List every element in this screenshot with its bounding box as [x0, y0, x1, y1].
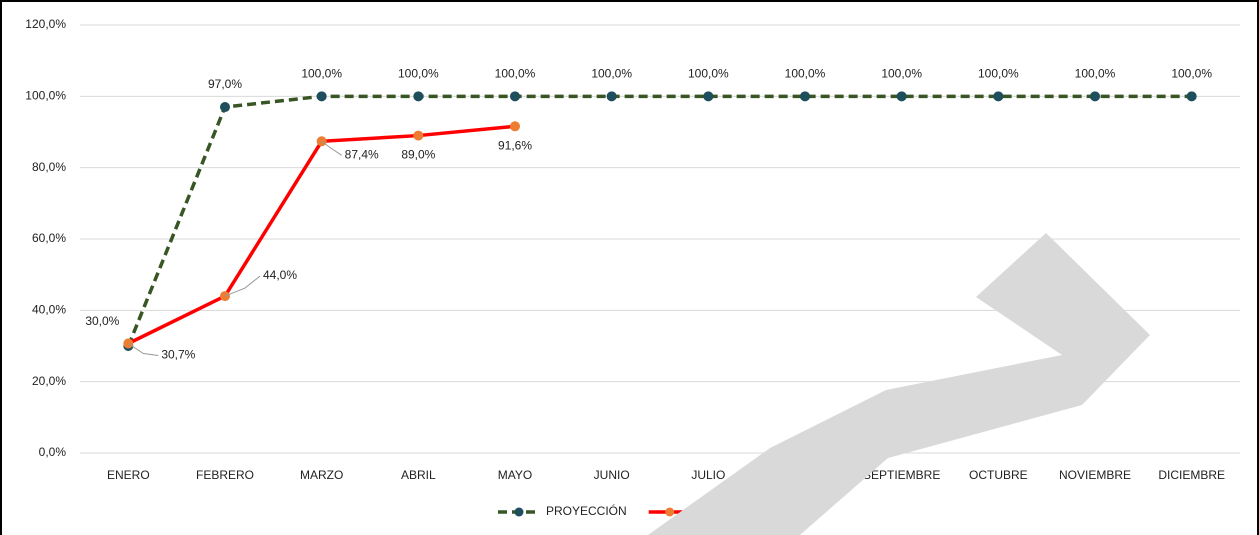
- data-label: 100,0%: [301, 67, 342, 81]
- marker: [220, 102, 230, 113]
- legend-marker: [665, 507, 675, 517]
- marker: [800, 91, 810, 102]
- data-label: 100,0%: [785, 67, 826, 81]
- legend-label: PROYECCIÓN: [546, 503, 627, 518]
- legend-marker: [514, 507, 524, 517]
- data-label: 100,0%: [1075, 67, 1116, 81]
- data-label: 100,0%: [591, 67, 632, 81]
- x-tick-label: FEBRERO: [196, 468, 254, 482]
- x-tick-label: JULIO: [691, 468, 725, 482]
- y-tick-label: 120,0%: [25, 17, 66, 31]
- marker: [316, 91, 327, 102]
- series-line: [126, 94, 1192, 347]
- x-tick-label: MAYO: [498, 468, 532, 482]
- series-line: [127, 124, 516, 346]
- y-tick-label: 0,0%: [39, 445, 67, 459]
- x-tick-label: JUNIO: [594, 468, 630, 482]
- data-label: 97,0%: [208, 77, 242, 91]
- data-label: 100,0%: [398, 67, 439, 81]
- x-tick-label: SEPTIEMBRE: [863, 468, 940, 482]
- x-tick-label: ABRIL: [401, 468, 436, 482]
- data-label: 100,0%: [1171, 67, 1212, 81]
- marker: [413, 130, 424, 141]
- x-tick-label: OCTUBRE: [969, 468, 1028, 482]
- x-tick-label: MARZO: [300, 468, 343, 482]
- data-label: 44,0%: [263, 268, 297, 282]
- data-label: 87,4%: [345, 147, 379, 161]
- data-label: 30,0%: [85, 314, 119, 328]
- marker: [606, 91, 617, 102]
- y-tick-label: 100,0%: [25, 89, 66, 103]
- leader-line: [224, 275, 261, 297]
- marker: [510, 91, 520, 102]
- data-label: 30,7%: [161, 348, 195, 362]
- data-label: 100,0%: [978, 67, 1019, 81]
- data-label: 91,6%: [498, 138, 532, 152]
- leader-line: [128, 343, 159, 356]
- watermark: [648, 233, 1150, 535]
- leader-line: [321, 140, 342, 156]
- x-tick-label: ENERO: [107, 468, 150, 482]
- marker: [413, 91, 424, 102]
- y-tick-label: 80,0%: [32, 160, 66, 174]
- data-label: 100,0%: [881, 67, 922, 81]
- x-tick-label: NOVIEMBRE: [1059, 468, 1131, 482]
- data-label: 89,0%: [401, 148, 435, 162]
- y-tick-label: 60,0%: [32, 231, 66, 245]
- marker: [896, 91, 907, 102]
- y-tick-label: 40,0%: [32, 303, 66, 317]
- data-label: 100,0%: [688, 67, 729, 81]
- x-tick-label: DICIEMBRE: [1158, 468, 1225, 482]
- plot-area: 0,0% 20,0% 40,0% 60,0% 80,0% 100,0% 120,0% ENER…: [25, 17, 1240, 518]
- y-tick-label: 20,0%: [32, 374, 66, 388]
- data-label: 100,0%: [495, 67, 536, 81]
- marker: [1090, 91, 1100, 102]
- marker: [703, 91, 714, 102]
- marker: [510, 121, 520, 132]
- marker: [1186, 91, 1197, 102]
- marker: [993, 91, 1004, 102]
